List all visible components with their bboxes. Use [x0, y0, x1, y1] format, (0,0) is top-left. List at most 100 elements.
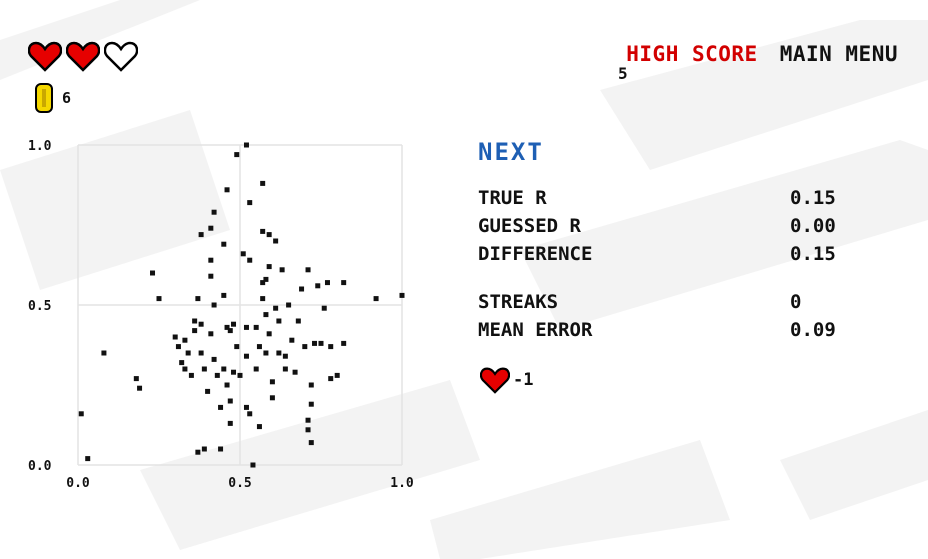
high-score-button[interactable]: HIGH SCORE	[626, 42, 758, 66]
mean-error-row: MEAN ERROR 0.09	[478, 319, 850, 341]
difference-value: 0.15	[790, 243, 836, 265]
data-point	[224, 187, 230, 193]
data-point	[221, 366, 227, 372]
data-point	[269, 379, 275, 385]
data-point	[137, 385, 143, 391]
data-point	[286, 302, 292, 308]
data-point	[308, 382, 314, 388]
data-point	[273, 305, 279, 311]
data-point	[243, 353, 249, 359]
data-point	[263, 350, 269, 356]
true-r-value: 0.15	[790, 187, 836, 209]
difference-row: DIFFERENCE 0.15	[478, 243, 850, 265]
data-point	[133, 376, 139, 382]
data-point	[192, 328, 198, 334]
lives-display	[28, 40, 138, 72]
data-point	[198, 350, 204, 356]
data-point	[247, 257, 253, 263]
x-tick-label-2: 1.0	[390, 476, 414, 491]
data-point	[266, 232, 272, 238]
next-button[interactable]: NEXT	[478, 138, 544, 166]
data-point	[260, 296, 266, 302]
data-point	[315, 283, 321, 289]
data-point	[256, 424, 262, 430]
data-point	[305, 267, 311, 273]
data-point	[266, 264, 272, 270]
data-point	[399, 292, 405, 298]
plot-tick-labels: 0.0 0.5 1.0 0.0 0.5 1.0	[28, 139, 414, 491]
data-point	[227, 398, 233, 404]
data-point	[182, 337, 188, 343]
data-point	[101, 350, 107, 356]
data-point	[324, 280, 330, 286]
data-point	[198, 232, 204, 238]
data-point	[182, 366, 188, 372]
heart-full-icon	[28, 41, 62, 72]
penalty-text: -1	[513, 370, 534, 390]
plot-points	[78, 142, 405, 468]
data-point	[302, 344, 308, 350]
data-point	[85, 456, 91, 462]
data-point	[218, 446, 224, 452]
data-point	[273, 238, 279, 244]
data-point	[208, 331, 214, 337]
data-point	[282, 366, 288, 372]
data-point	[205, 388, 211, 394]
data-point	[299, 286, 305, 292]
data-point	[208, 225, 214, 231]
true-r-label: TRUE R	[478, 187, 547, 209]
y-tick-label-1: 0.5	[28, 299, 51, 314]
data-point	[234, 152, 240, 158]
data-point	[221, 292, 227, 298]
data-point	[195, 449, 201, 455]
data-point	[253, 366, 259, 372]
data-point	[305, 417, 311, 423]
main-menu-button[interactable]: MAIN MENU	[779, 42, 898, 66]
data-point	[260, 228, 266, 234]
data-point	[201, 446, 207, 452]
data-point	[234, 344, 240, 350]
data-point	[188, 372, 194, 378]
heart-icon	[480, 367, 510, 394]
guessed-r-row: GUESSED R 0.00	[478, 215, 850, 237]
data-point	[328, 376, 334, 382]
data-point	[318, 340, 324, 346]
data-point	[292, 369, 298, 375]
high-score-value: 5	[618, 64, 628, 83]
y-tick-label-0: 0.0	[28, 459, 52, 474]
top-navigation: HIGH SCORE MAIN MENU	[626, 42, 898, 66]
data-point	[276, 350, 282, 356]
data-point	[156, 296, 162, 302]
mean-error-value: 0.09	[790, 319, 836, 341]
data-point	[295, 318, 301, 324]
data-point	[341, 280, 347, 286]
streaks-row: STREAKS 0	[478, 291, 850, 313]
data-point	[195, 296, 201, 302]
data-point	[211, 209, 217, 215]
data-point	[269, 395, 275, 401]
y-tick-label-2: 1.0	[28, 139, 52, 154]
data-point	[308, 401, 314, 407]
life-penalty: -1	[480, 366, 533, 394]
data-point	[263, 276, 269, 282]
coin-counter: 6	[34, 82, 71, 114]
streaks-label: STREAKS	[478, 291, 559, 313]
data-point	[237, 372, 243, 378]
data-point	[78, 411, 84, 417]
data-point	[201, 366, 207, 372]
data-point	[243, 404, 249, 410]
x-tick-label-1: 0.5	[228, 476, 251, 491]
data-point	[328, 344, 334, 350]
data-point	[305, 427, 311, 433]
x-tick-label-0: 0.0	[66, 476, 90, 491]
coin-count: 6	[62, 89, 72, 107]
guessed-r-value: 0.00	[790, 215, 836, 237]
data-point	[250, 462, 256, 468]
data-point	[192, 318, 198, 324]
data-point	[260, 180, 266, 186]
data-point	[247, 200, 253, 206]
data-point	[172, 334, 178, 340]
data-point	[243, 142, 249, 148]
data-point	[150, 270, 156, 276]
